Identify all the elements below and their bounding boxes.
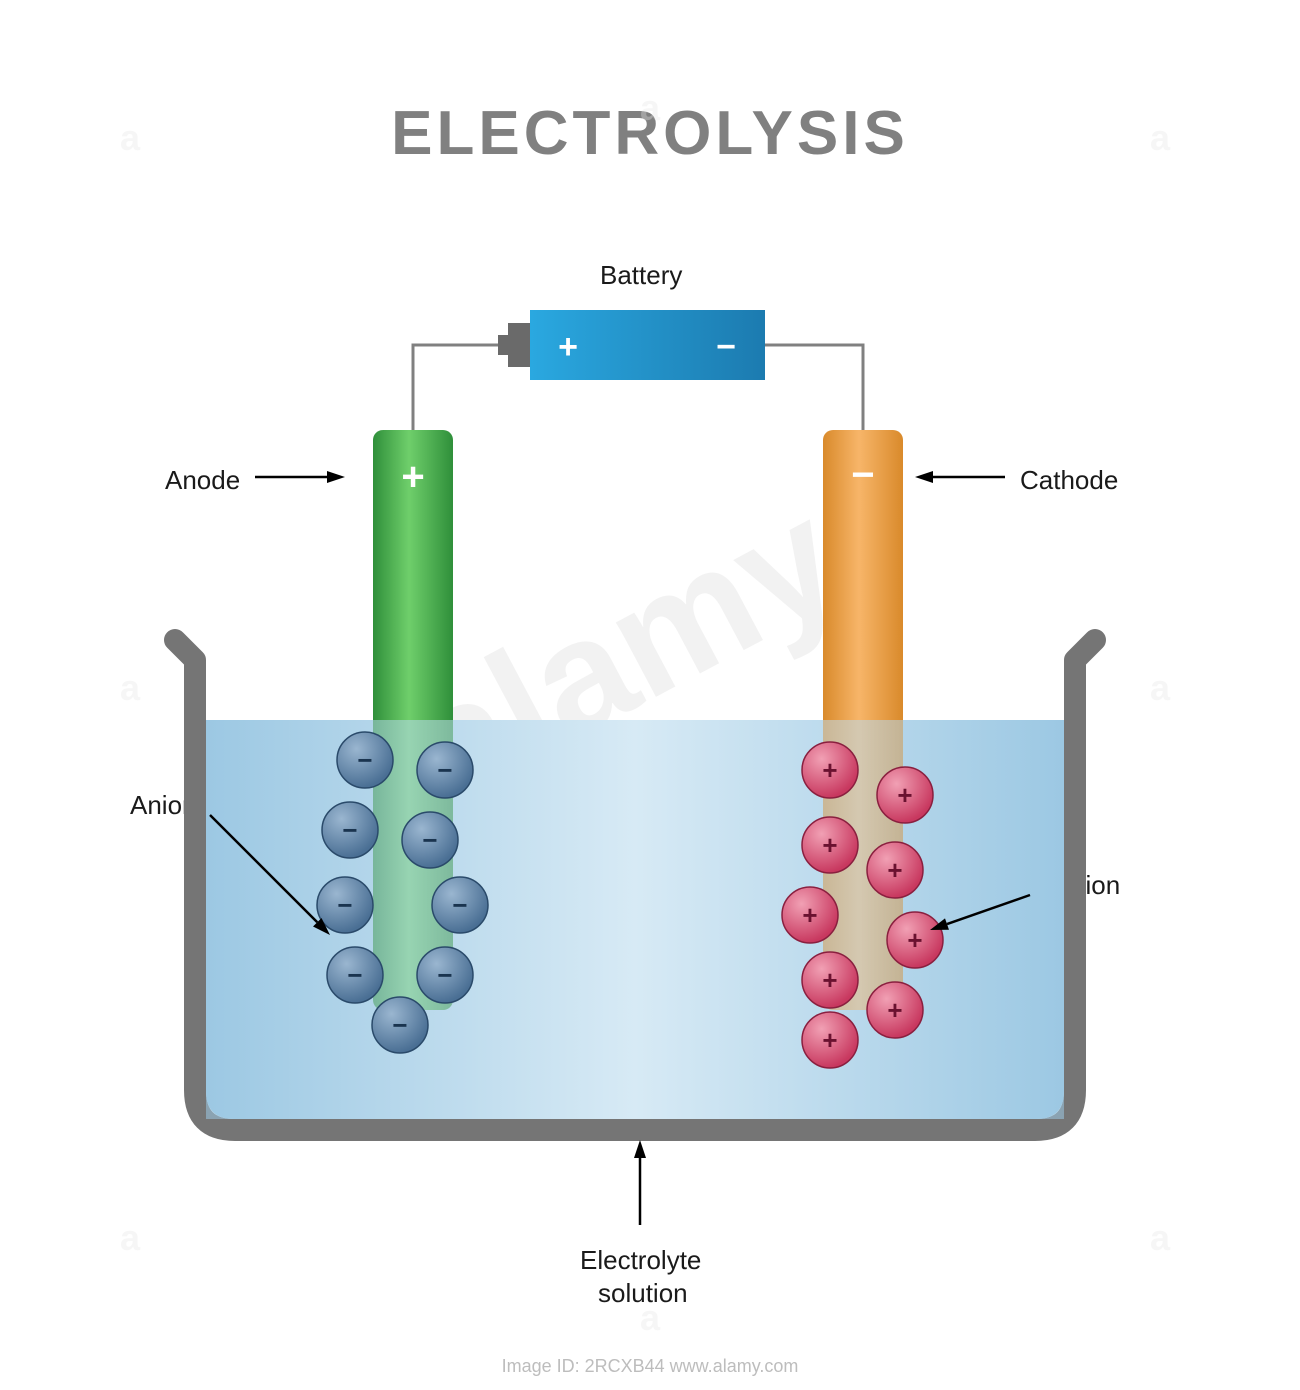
svg-text:+: + — [897, 780, 912, 810]
diagram-stage: alamy aaaaaaaa + − + − −−−−−−−−− +++++++… — [0, 0, 1300, 1390]
svg-text:−: − — [716, 328, 736, 366]
svg-text:−: − — [342, 815, 357, 845]
svg-text:−: − — [851, 453, 874, 497]
svg-text:a: a — [120, 117, 141, 158]
svg-text:−: − — [437, 960, 452, 990]
battery-icon: + − — [498, 310, 765, 380]
svg-text:+: + — [822, 830, 837, 860]
svg-text:−: − — [437, 755, 452, 785]
svg-text:a: a — [120, 1217, 141, 1258]
svg-text:a: a — [120, 667, 141, 708]
svg-text:+: + — [401, 455, 424, 499]
svg-text:+: + — [822, 755, 837, 785]
svg-text:−: − — [392, 1010, 407, 1040]
svg-text:+: + — [802, 900, 817, 930]
svg-text:a: a — [640, 87, 661, 128]
svg-text:−: − — [452, 890, 467, 920]
svg-text:a: a — [1150, 117, 1171, 158]
svg-text:−: − — [422, 825, 437, 855]
svg-text:+: + — [887, 855, 902, 885]
svg-text:+: + — [558, 328, 578, 366]
watermark-footer: Image ID: 2RCXB44 www.alamy.com — [502, 1356, 799, 1376]
svg-text:a: a — [1150, 1217, 1171, 1258]
svg-text:a: a — [640, 1297, 661, 1338]
svg-text:−: − — [347, 960, 362, 990]
svg-text:+: + — [822, 965, 837, 995]
svg-text:−: − — [337, 890, 352, 920]
svg-text:+: + — [822, 1025, 837, 1055]
svg-text:a: a — [1150, 667, 1171, 708]
svg-text:+: + — [907, 925, 922, 955]
svg-text:−: − — [357, 745, 372, 775]
svg-text:+: + — [887, 995, 902, 1025]
wire-cathode-icon — [765, 345, 863, 430]
